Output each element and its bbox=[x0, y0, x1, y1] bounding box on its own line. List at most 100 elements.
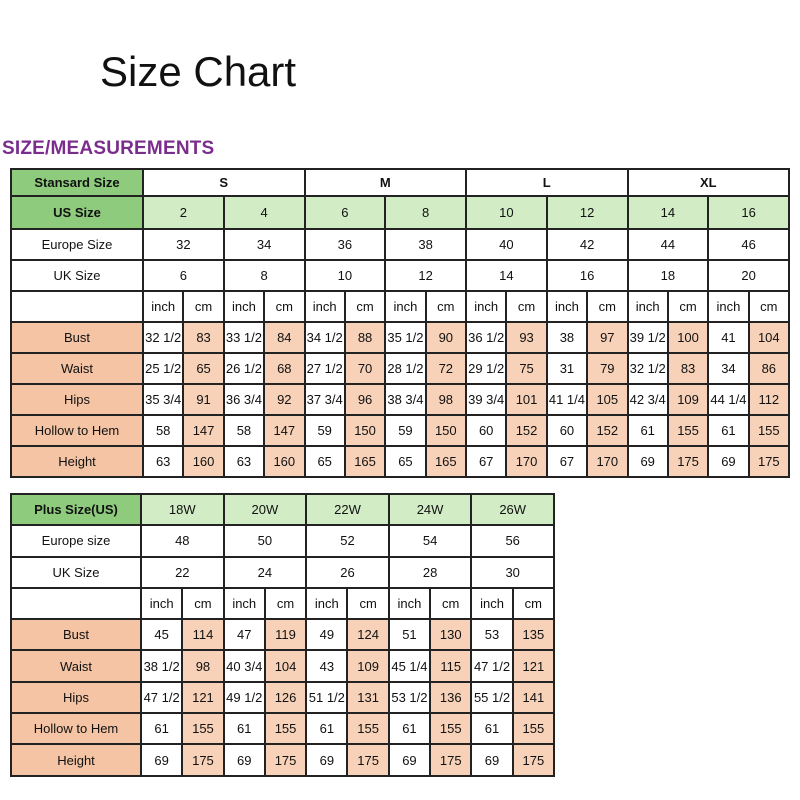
row-label: Waist bbox=[10, 352, 144, 385]
measurement-value: 90 bbox=[424, 321, 468, 354]
measurement-value: 31 bbox=[545, 352, 589, 385]
measurement-value: 175 bbox=[263, 743, 308, 777]
uk-size: 16 bbox=[545, 259, 629, 292]
measurement-value: 121 bbox=[181, 680, 225, 715]
row-label: Hips bbox=[10, 383, 144, 416]
size-header: 18W bbox=[140, 492, 225, 527]
measurement-value: 65 bbox=[182, 352, 225, 385]
measurement-value: 53 bbox=[470, 618, 514, 652]
measurement-value: 70 bbox=[343, 352, 387, 385]
row-label: US Size bbox=[10, 195, 144, 230]
unit-label: cm bbox=[263, 290, 306, 323]
measurement-value: 155 bbox=[346, 712, 390, 746]
measurement-value: 35 1/2 bbox=[384, 321, 427, 354]
measurement-value: 59 bbox=[303, 414, 346, 447]
uk-size: 14 bbox=[465, 259, 548, 292]
us-size: 2 bbox=[142, 195, 225, 230]
measurement-value: 47 1/2 bbox=[139, 680, 184, 715]
uk-size: 12 bbox=[384, 259, 467, 292]
standard-size-table: Stansard Size S M L XL US Size 2 4 6 8 10 12 14 16 Eur… bbox=[10, 168, 791, 478]
measurement-value: 69 bbox=[707, 445, 750, 478]
measurement-value: 58 bbox=[141, 414, 185, 447]
measurement-value: 49 1/2 bbox=[222, 680, 266, 715]
measurement-value: 79 bbox=[586, 352, 629, 385]
europe-size: 40 bbox=[465, 228, 548, 261]
measurement-value: 155 bbox=[263, 712, 308, 746]
measurement-row: Hips 35 3/4 91 36 3/4 92 37 3/4 96 38 3/4 98 39 3… bbox=[10, 383, 791, 416]
measurement-value: 59 bbox=[384, 414, 427, 447]
measurement-value: 39 3/4 bbox=[464, 383, 508, 416]
measurement-value: 86 bbox=[747, 352, 791, 385]
measurement-row: Height 69 175 69 175 69 175 69 175 69 175 bbox=[10, 743, 556, 777]
measurement-value: 43 bbox=[305, 649, 349, 683]
europe-size: 54 bbox=[387, 524, 473, 558]
measurement-value: 135 bbox=[511, 618, 556, 652]
measurement-value: 32 1/2 bbox=[141, 321, 185, 354]
measurement-value: 69 bbox=[305, 743, 349, 777]
measurement-value: 47 bbox=[222, 618, 266, 652]
measurement-row: Bust 32 1/2 83 33 1/2 84 34 1/2 88 35 1/2 90 36 1… bbox=[10, 321, 791, 354]
measurement-value: 55 1/2 bbox=[470, 680, 514, 715]
measurement-value: 61 bbox=[139, 712, 184, 746]
measurement-value: 38 bbox=[545, 321, 589, 354]
row-label: Plus Size(US) bbox=[10, 492, 142, 527]
unit-label: cm bbox=[666, 290, 710, 323]
unit-label: inch bbox=[222, 586, 266, 621]
measurement-value: 101 bbox=[505, 383, 548, 416]
unit-label: inch bbox=[387, 586, 432, 621]
unit-label: inch bbox=[384, 290, 427, 323]
measurement-value: 40 3/4 bbox=[222, 649, 266, 683]
us-size: 14 bbox=[626, 195, 710, 230]
measurement-value: 112 bbox=[747, 383, 791, 416]
measurement-row: Height 63 160 63 160 65 165 65 165 67 170 67 170 69 17… bbox=[10, 445, 791, 478]
measurement-value: 75 bbox=[505, 352, 548, 385]
measurement-value: 45 bbox=[139, 618, 184, 652]
measurement-value: 115 bbox=[429, 649, 473, 683]
measurement-value: 63 bbox=[222, 445, 266, 478]
measurement-value: 91 bbox=[182, 383, 225, 416]
measurement-value: 92 bbox=[263, 383, 306, 416]
measurement-value: 155 bbox=[181, 712, 225, 746]
unit-label: cm bbox=[747, 290, 791, 323]
us-size: 6 bbox=[303, 195, 387, 230]
measurement-value: 69 bbox=[139, 743, 184, 777]
measurement-value: 60 bbox=[545, 414, 589, 447]
uk-size: 28 bbox=[387, 555, 473, 589]
measurement-value: 61 bbox=[387, 712, 432, 746]
europe-size: 50 bbox=[222, 524, 308, 558]
measurement-value: 165 bbox=[424, 445, 468, 478]
measurement-value: 150 bbox=[424, 414, 468, 447]
unit-row: inch cm inch cm inch cm inch cm inch cm bbox=[10, 586, 556, 621]
row-label: Waist bbox=[10, 649, 142, 683]
measurement-value: 65 bbox=[303, 445, 346, 478]
row-label: Height bbox=[10, 743, 142, 777]
europe-size: 56 bbox=[470, 524, 555, 558]
measurement-value: 33 1/2 bbox=[222, 321, 266, 354]
measurement-value: 36 1/2 bbox=[464, 321, 508, 354]
measurement-value: 61 bbox=[707, 414, 750, 447]
empty-cell bbox=[10, 586, 142, 621]
measurement-value: 147 bbox=[263, 414, 306, 447]
unit-label: cm bbox=[182, 290, 225, 323]
measurement-value: 69 bbox=[470, 743, 514, 777]
measurement-value: 67 bbox=[464, 445, 508, 478]
measurement-row: Hollow to Hem 61 155 61 155 61 155 61 155 61 155 bbox=[10, 712, 556, 746]
measurement-value: 34 1/2 bbox=[303, 321, 346, 354]
measurement-value: 141 bbox=[511, 680, 556, 715]
europe-size-row: Europe size 48 50 52 54 56 bbox=[10, 524, 555, 558]
row-label: Hips bbox=[10, 680, 142, 715]
measurement-value: 124 bbox=[346, 618, 390, 652]
us-size: 12 bbox=[545, 195, 629, 230]
measurement-value: 41 bbox=[707, 321, 750, 354]
unit-label: cm bbox=[424, 290, 468, 323]
measurement-value: 27 1/2 bbox=[303, 352, 346, 385]
measurement-value: 45 1/4 bbox=[387, 649, 432, 683]
empty-cell bbox=[10, 290, 144, 323]
row-label: Height bbox=[10, 445, 144, 478]
measurement-value: 28 1/2 bbox=[384, 352, 427, 385]
measurement-value: 97 bbox=[586, 321, 629, 354]
unit-label: inch bbox=[305, 586, 349, 621]
measurement-value: 38 1/2 bbox=[139, 649, 184, 683]
measurement-value: 93 bbox=[505, 321, 548, 354]
row-label: Europe Size bbox=[10, 228, 144, 261]
